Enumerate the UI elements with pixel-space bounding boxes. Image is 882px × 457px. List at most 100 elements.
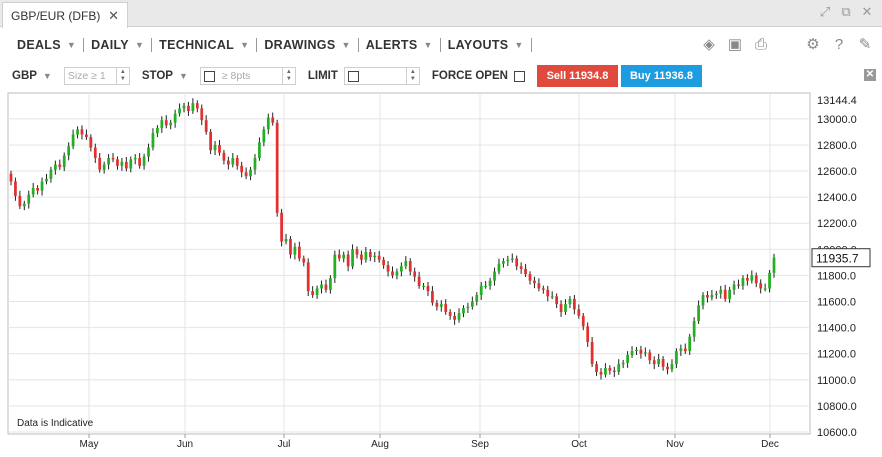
menu-daily[interactable]: DAILY ▼ [91, 38, 151, 52]
menu-deals[interactable]: DEALS ▼ [17, 38, 83, 52]
help-icon[interactable]: ? [834, 36, 844, 53]
candle-body [9, 173, 13, 182]
candle-body [515, 258, 519, 267]
candle-body [408, 261, 412, 272]
print-icon[interactable]: ⎙ [754, 36, 767, 53]
candle-body [533, 280, 536, 284]
y-tick-label: 11800.0 [817, 270, 856, 282]
candle-body [253, 157, 257, 170]
candle-body [333, 254, 337, 279]
candle-body [93, 147, 97, 158]
candle-body [679, 348, 683, 352]
candle-body [360, 254, 363, 260]
candle-body [661, 358, 665, 367]
candle-body [612, 370, 616, 372]
candle-body [399, 266, 403, 272]
stop-select[interactable]: STOP ▼ [142, 70, 188, 82]
chart-menubar: DEALS ▼ DAILY ▼ TECHNICAL ▼ DRAWINGS ▼ ALERT… [0, 28, 882, 62]
image-icon[interactable]: ▣ [727, 36, 743, 53]
candle-body [706, 294, 709, 298]
sell-button[interactable]: Sell 11934.8 [536, 65, 618, 87]
stepper-arrows-icon[interactable]: ▲ ▼ [115, 68, 129, 84]
price-chart[interactable]: 13144.4 13000.0 12800.0 12600.0 12400.0 12200… [7, 92, 882, 457]
candle-body [133, 157, 137, 160]
candle-body [484, 285, 488, 288]
candle-body [164, 120, 168, 126]
y-tick-label: 13000.0 [817, 114, 857, 126]
candle-body [249, 169, 252, 177]
fullscreen-icon[interactable]: ⤢ [819, 4, 831, 19]
candle-body [737, 284, 740, 286]
candle-body [759, 283, 763, 289]
force-open-checkbox[interactable] [513, 70, 525, 82]
stepper-arrows-icon[interactable]: ▲ ▼ [405, 68, 419, 84]
candle-body [741, 278, 745, 286]
limit-checkbox[interactable] [347, 70, 359, 82]
window-close-icon[interactable]: ✕ [861, 4, 873, 19]
candle-body [732, 284, 736, 290]
y-tick-label: 11600.0 [817, 297, 856, 309]
candle-body [652, 360, 656, 365]
pin-icon[interactable]: ✎ [858, 36, 872, 53]
stop-points-stepper[interactable]: ≥ 8pts ▲ ▼ [199, 67, 296, 85]
candle-body [346, 254, 350, 267]
candle-body [510, 258, 514, 260]
candle-body [302, 258, 306, 263]
candle-body [284, 238, 288, 242]
stop-checkbox[interactable] [203, 70, 215, 82]
menu-alerts[interactable]: ALERTS ▼ [366, 38, 440, 52]
candle-body [355, 249, 359, 255]
candle-body [289, 238, 292, 255]
candle-body [129, 159, 133, 169]
candle-body [386, 264, 390, 272]
limit-stepper[interactable]: ▲ ▼ [343, 67, 420, 85]
candle-body [204, 120, 208, 132]
popout-icon[interactable]: ⧉ [841, 4, 851, 19]
candle-body [621, 362, 625, 365]
menu-drawings[interactable]: DRAWINGS ▼ [264, 38, 357, 52]
menu-technical[interactable]: TECHNICAL ▼ [159, 38, 256, 52]
candle-body [36, 187, 39, 191]
menu-drawings-label: DRAWINGS [264, 38, 336, 52]
candle-body [754, 275, 758, 284]
candle-body [497, 263, 501, 272]
chevron-down-icon: ▼ [341, 40, 351, 50]
candle-body [27, 194, 31, 204]
gear-icon[interactable]: ⚙ [806, 36, 820, 53]
chevron-down-icon: ▼ [240, 40, 250, 50]
candle-body [417, 276, 421, 286]
candle-body [62, 155, 66, 168]
candle-body [395, 271, 399, 276]
candle-body [750, 275, 754, 281]
candle-body [329, 278, 332, 290]
order-bar: GBP ▼ Size ≥ 1 ▲ ▼ STOP ▼ ≥ 8pts ▲ ▼ LIMIT ▲… [0, 64, 882, 88]
candle-body [577, 309, 581, 316]
candlestick-chart-svg[interactable]: 13144.4 13000.0 12800.0 12600.0 12400.0 12200… [7, 92, 882, 457]
menu-divider [530, 38, 532, 52]
size-stepper[interactable]: Size ≥ 1 ▲ ▼ [63, 67, 130, 85]
currency-select[interactable]: GBP ▼ [12, 70, 52, 82]
close-icon[interactable]: ✕ [108, 8, 119, 23]
x-tick-label: May [80, 439, 99, 450]
candle-body [568, 298, 572, 305]
stepper-arrows-icon[interactable]: ▲ ▼ [281, 68, 295, 84]
candle-body [142, 156, 146, 166]
candle-body [714, 293, 718, 295]
x-tick-label: Jun [177, 439, 193, 450]
candle-body [692, 321, 696, 337]
menu-layouts[interactable]: LAYOUTS ▼ [448, 38, 531, 52]
candle-body [586, 326, 590, 342]
candle-body [599, 371, 603, 375]
close-order-bar-icon[interactable]: ✕ [864, 69, 876, 81]
candle-body [235, 157, 239, 166]
candle-body [324, 284, 328, 290]
candle-body [173, 113, 177, 123]
x-tick-label: Dec [761, 439, 779, 450]
layers-icon[interactable]: ◈ [703, 36, 715, 53]
data-indicative-note: Data is Indicative [17, 418, 94, 429]
candle-body [231, 157, 235, 165]
chevron-down-icon: ▼ [66, 40, 77, 50]
candle-body [626, 355, 629, 363]
buy-button[interactable]: Buy 11936.8 [620, 65, 702, 87]
instrument-tab[interactable]: GBP/EUR (DFB) ✕ [2, 2, 128, 28]
